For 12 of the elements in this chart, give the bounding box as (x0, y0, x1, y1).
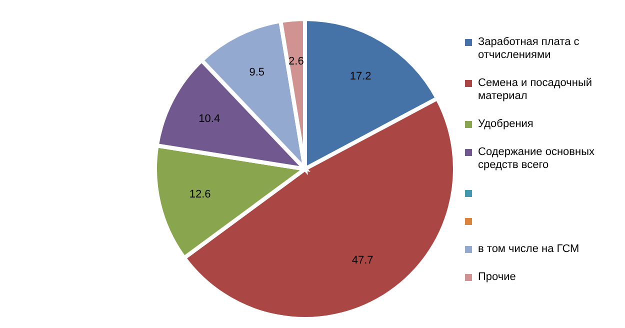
data-label: 10.4 (198, 112, 220, 125)
legend-label: Прочие (478, 271, 516, 284)
data-label: 2.6 (288, 55, 304, 68)
legend-label: Содержание основных средств всего (478, 146, 596, 172)
data-label: 9.5 (249, 66, 265, 78)
legend-label: в том числе на ГСМ (478, 243, 580, 256)
data-label: 47.7 (352, 254, 374, 266)
legend-label: Заработная плата с отчислениями (478, 36, 580, 62)
data-label: 17.2 (350, 70, 372, 82)
data-label: 12.6 (189, 188, 211, 201)
legend-label: Удобрения (478, 118, 534, 131)
legend-label: Семена и посадочный материал (478, 77, 594, 103)
